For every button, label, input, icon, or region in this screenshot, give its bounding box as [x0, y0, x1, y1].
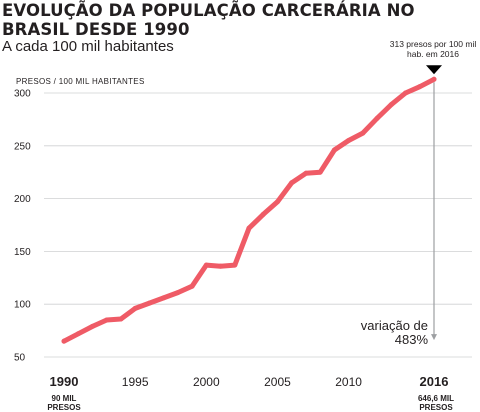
x-tick-label: 2005 — [264, 375, 291, 389]
y-tick-label: 200 — [14, 194, 31, 205]
end-value-callout: 313 presos por 100 mil hab. em 2016 — [389, 39, 477, 59]
data-point — [274, 199, 280, 205]
data-point — [403, 90, 409, 96]
data-point — [417, 84, 423, 90]
last-point-label: 646,6 MIL PRESOS — [417, 394, 454, 412]
y-tick-label: 250 — [14, 141, 31, 152]
data-point — [246, 225, 252, 231]
data-point — [89, 323, 95, 329]
x-tick-label: 2016 — [420, 374, 449, 389]
x-tick-label: 2000 — [193, 375, 220, 389]
data-point — [61, 338, 67, 344]
data-point — [303, 170, 309, 176]
data-point — [118, 316, 124, 322]
data-point — [431, 76, 437, 82]
data-point — [175, 290, 181, 296]
data-point — [104, 317, 110, 323]
data-point — [289, 180, 295, 186]
chart-title: EVOLUÇÃO DA POPULAÇÃO CARCERÁRIA NO BRAS… — [2, 1, 415, 39]
y-tick-label: 50 — [14, 353, 26, 364]
data-point — [189, 283, 195, 289]
data-point — [132, 305, 138, 311]
x-tick-label: 1995 — [122, 375, 149, 389]
data-point — [374, 115, 380, 121]
data-point — [317, 169, 323, 175]
data-point — [232, 262, 238, 268]
data-point — [218, 263, 224, 269]
variation-annotation: variação de 483% — [330, 319, 428, 347]
y-tick-label: 300 — [14, 89, 31, 100]
y-tick-label: 100 — [14, 300, 31, 311]
data-point — [203, 262, 209, 268]
data-point — [260, 211, 266, 217]
data-point — [360, 130, 366, 136]
first-point-label: 90 MIL PRESOS — [47, 394, 81, 412]
data-point — [331, 147, 337, 153]
data-point — [146, 300, 152, 306]
x-tick-label: 2010 — [335, 375, 362, 389]
data-point — [75, 331, 81, 337]
x-tick-label: 1990 — [50, 374, 79, 389]
end-marker-triangle — [426, 65, 442, 75]
y-axis-label: PRESOS / 100 MIL HABITANTES — [16, 77, 145, 86]
data-point — [161, 295, 167, 301]
y-tick-label: 150 — [14, 247, 31, 258]
data-point — [346, 138, 352, 144]
variation-arrow-head — [431, 334, 437, 341]
chart-subtitle: A cada 100 mil habitantes — [2, 38, 174, 55]
data-point — [388, 102, 394, 108]
